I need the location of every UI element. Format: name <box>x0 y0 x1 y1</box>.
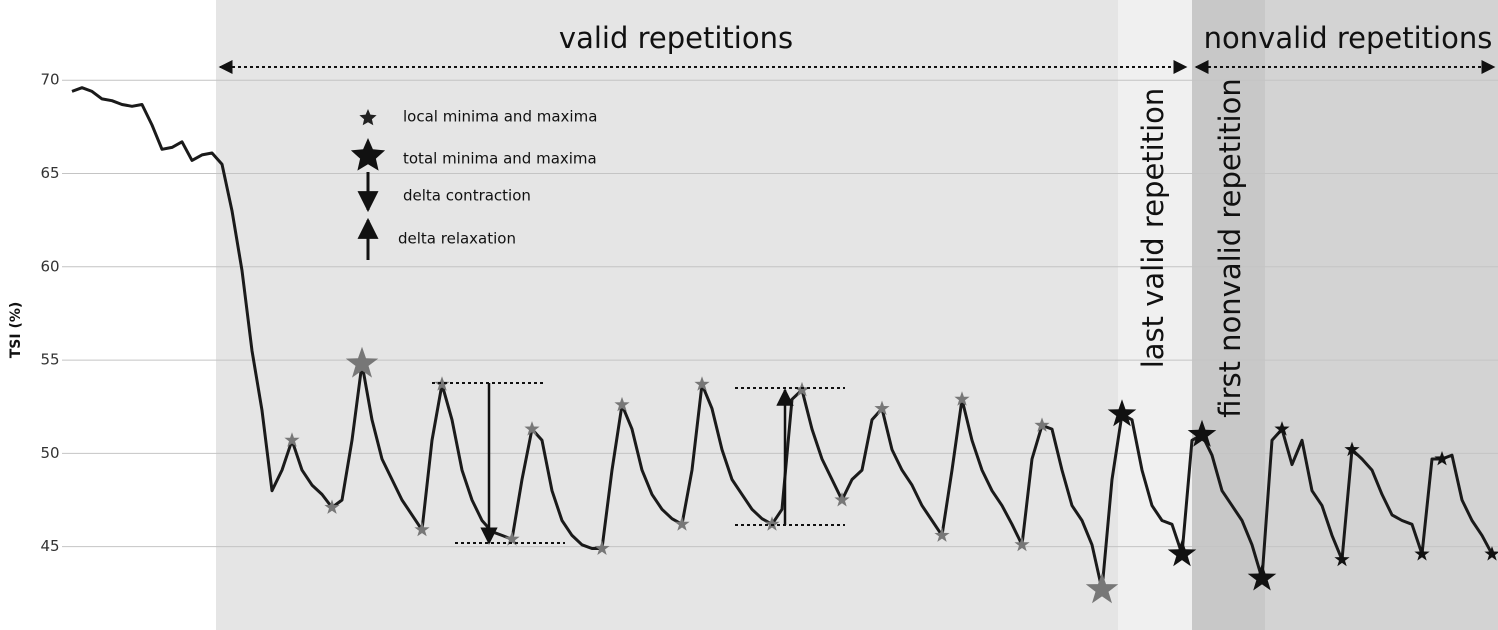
annotation: valid repetitions <box>559 21 793 55</box>
legend-label: local minima and maxima <box>403 108 597 126</box>
extremum-star <box>284 432 300 447</box>
extremum-star <box>1434 451 1450 466</box>
annotation: last valid repetition <box>1136 88 1170 369</box>
extremum-star <box>504 531 520 546</box>
annotations: valid repetitions nonvalid repetitions l… <box>218 21 1496 545</box>
regions <box>216 0 1498 630</box>
y-axis-label: TSI (%) <box>8 302 24 359</box>
annotation: first nonvalid repetition <box>1213 78 1247 417</box>
y-tick-label: 55 <box>40 351 59 369</box>
first-nonvalid-region <box>1192 0 1265 630</box>
extremum-star <box>1085 572 1119 604</box>
extremum-star <box>934 527 950 542</box>
extremum-star <box>764 516 780 531</box>
extremum-star <box>324 499 340 514</box>
extremum-star <box>434 376 450 391</box>
y-tick-label: 65 <box>40 164 59 182</box>
valid-region <box>216 0 1118 630</box>
y-tick-label: 45 <box>40 537 59 555</box>
extremum-star <box>1167 539 1197 567</box>
extremum-star <box>694 376 710 391</box>
extremum-star <box>674 516 690 531</box>
legend: local minima and maxima total minima and… <box>350 108 597 260</box>
extremum-star <box>345 346 379 378</box>
extremum-star <box>954 391 970 406</box>
extremum-star <box>1034 417 1050 432</box>
extremum-star <box>1247 563 1277 591</box>
legend-star <box>359 109 377 126</box>
data-line <box>71 86 1494 592</box>
last-valid-region <box>1118 0 1192 630</box>
extremum-star <box>1274 421 1290 436</box>
extremum-star <box>874 400 890 416</box>
plot: 45 50 55 60 65 70 <box>40 71 1498 604</box>
legend-label: delta contraction <box>403 187 531 205</box>
annotation: nonvalid repetitions <box>1204 21 1493 55</box>
extremum-star <box>1414 546 1430 561</box>
extremum-star <box>524 421 540 436</box>
extremum-star <box>1014 536 1030 552</box>
extremum-star <box>1107 399 1137 427</box>
extremum-star <box>594 540 610 555</box>
extremum-star <box>614 396 630 412</box>
extremum-star <box>414 521 430 537</box>
legend-label: delta relaxation <box>398 230 516 248</box>
legend-star <box>350 138 386 171</box>
extremum-star <box>1187 419 1217 447</box>
legend-label: total minima and maxima <box>403 150 597 168</box>
extremum-star <box>1334 551 1350 567</box>
extremum-star <box>794 381 810 397</box>
y-tick-label: 70 <box>40 71 59 89</box>
extremum-star <box>834 492 850 507</box>
extremum-star <box>1484 546 1498 561</box>
nonvalid-region <box>1265 0 1498 630</box>
extremum-star <box>1344 441 1360 457</box>
y-tick-label: 50 <box>40 444 59 462</box>
y-tick-label: 60 <box>40 257 59 275</box>
